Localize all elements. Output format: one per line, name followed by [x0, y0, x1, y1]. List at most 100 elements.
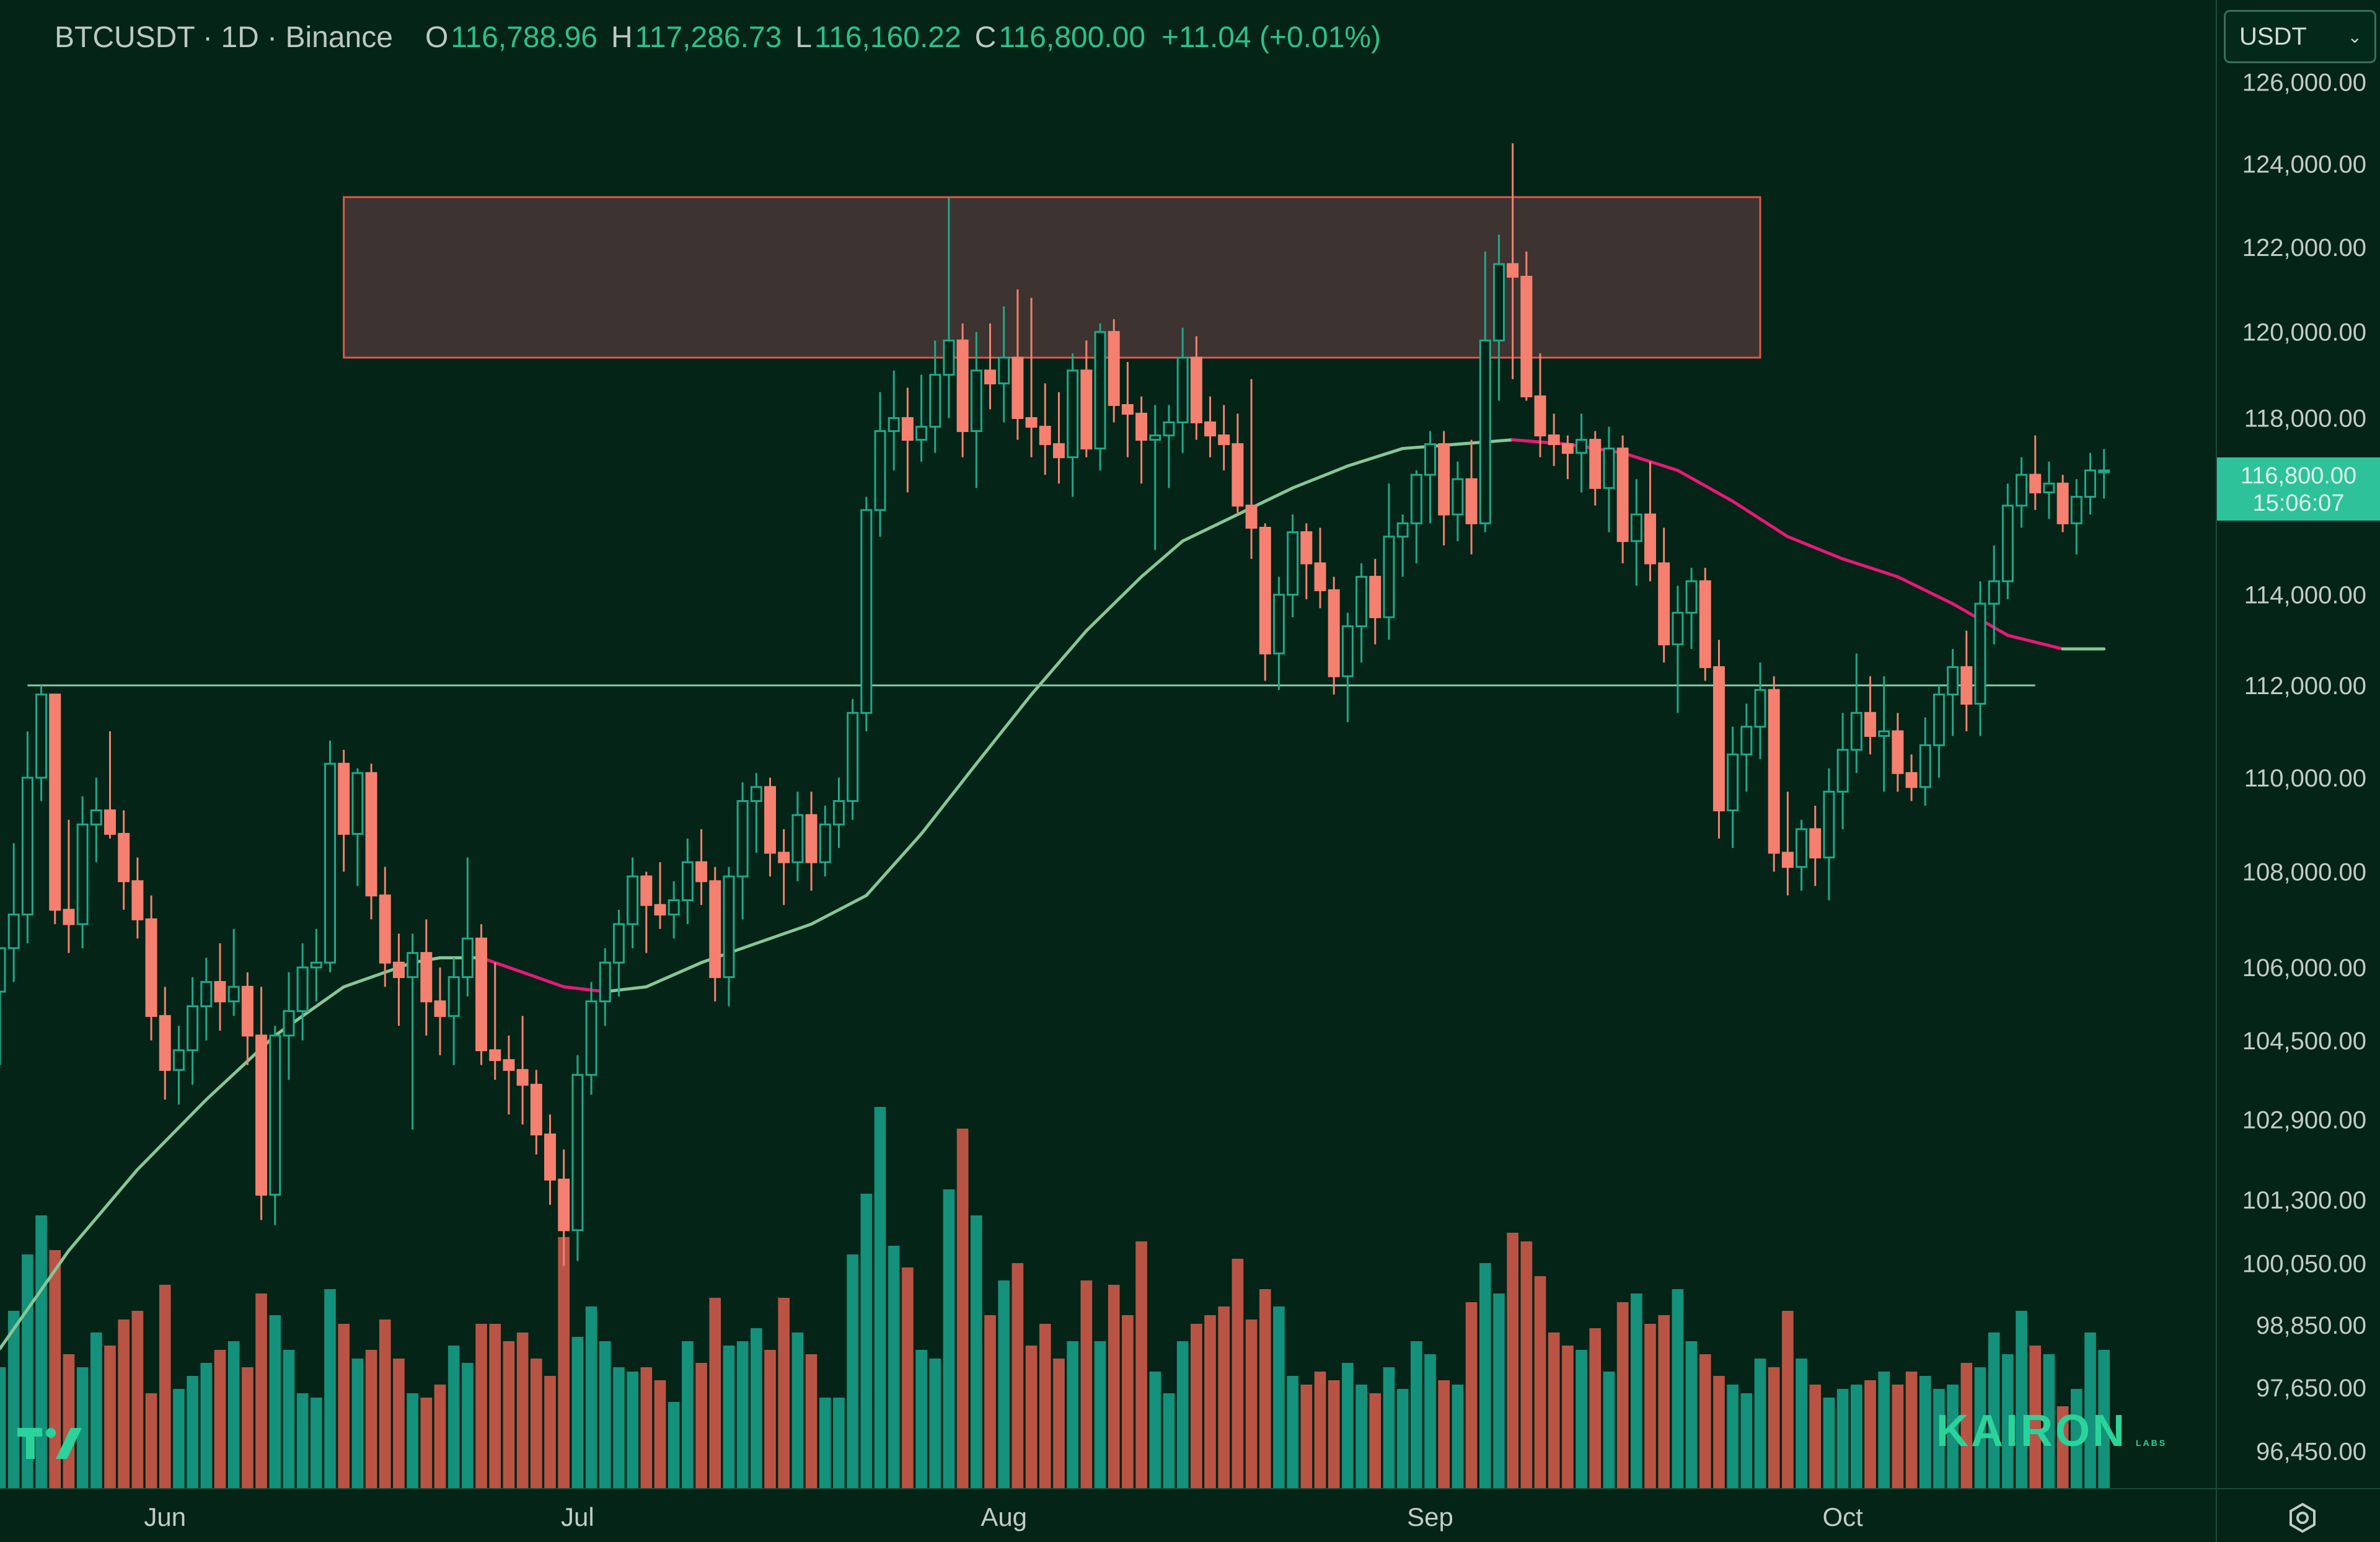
candle	[1548, 413, 1560, 466]
volume-bar	[915, 1350, 927, 1489]
volume-bar	[1149, 1372, 1161, 1489]
volume-bar	[1836, 1389, 1849, 1489]
volume-bar	[1025, 1346, 1038, 1489]
volume-bar	[1589, 1328, 1602, 1489]
volume-bar	[709, 1298, 721, 1489]
open-label: O	[425, 20, 449, 54]
candle	[998, 306, 1010, 423]
candle	[1836, 713, 1849, 829]
candle	[2070, 479, 2082, 555]
volume-bar	[627, 1372, 638, 1489]
volume-bar	[682, 1341, 694, 1489]
candle	[1781, 791, 1794, 896]
candle	[1424, 431, 1436, 524]
y-axis-label: 98,850.00	[2256, 1312, 2366, 1339]
volume-bar	[1796, 1359, 1807, 1489]
candle	[1259, 523, 1271, 681]
candle	[1809, 805, 1822, 886]
volume-bar	[1300, 1385, 1313, 1489]
candle	[338, 749, 350, 872]
x-axis-label: Jul	[561, 1502, 594, 1531]
candle	[819, 805, 831, 877]
candle	[1287, 514, 1299, 617]
volume-bar	[503, 1341, 515, 1489]
x-axis-label: Oct	[1822, 1502, 1863, 1531]
moving-average-segment	[1676, 469, 1735, 503]
candle	[172, 1026, 185, 1105]
volume-bar	[1314, 1372, 1326, 1489]
candle	[668, 881, 680, 939]
volume-bar	[571, 1337, 584, 1489]
candle	[929, 340, 941, 453]
candle	[1933, 685, 1945, 778]
volume-bar	[76, 1367, 89, 1489]
volume-bar	[1576, 1350, 1587, 1489]
candle	[943, 197, 955, 418]
y-axis-label: 100,050.00	[2242, 1250, 2366, 1277]
candle	[1176, 327, 1189, 453]
candle	[1561, 435, 1574, 480]
y-axis-label: 108,000.00	[2242, 858, 2366, 886]
candle	[1094, 323, 1106, 470]
volume-bar	[173, 1389, 185, 1489]
change-value: +11.04 (+0.01%)	[1161, 20, 1382, 54]
symbol-title[interactable]: BTCUSDT · 1D · Binance	[55, 20, 393, 54]
close-value: 116,800.00	[998, 20, 1146, 54]
current-price-value: 116,800.00	[2240, 463, 2357, 489]
volume-bar	[1011, 1263, 1024, 1489]
candle	[1534, 353, 1546, 457]
moving-average-segment	[1841, 557, 1900, 579]
volume-bar	[1328, 1380, 1340, 1489]
candle	[187, 977, 199, 1085]
candle	[1974, 581, 1986, 736]
y-axis-label: 96,450.00	[2256, 1438, 2366, 1465]
volume-bar	[1218, 1306, 1230, 1489]
volume-bar	[929, 1359, 941, 1489]
candle	[640, 871, 653, 953]
volume-bar	[0, 1367, 6, 1489]
volume-bar	[407, 1393, 418, 1489]
volume-bar	[1878, 1372, 1890, 1489]
candle	[131, 857, 144, 939]
volume-bar	[640, 1367, 653, 1489]
tradingview-logo-icon[interactable]	[15, 1424, 84, 1463]
volume-bar	[1122, 1315, 1134, 1489]
candle	[76, 796, 89, 948]
candle	[1121, 361, 1134, 457]
candle	[571, 1055, 584, 1261]
candle	[1905, 754, 1918, 801]
symbol-legend[interactable]: BTCUSDT · 1D · Binance O 116,788.96 H 117,…	[55, 17, 1381, 57]
volume-bar	[956, 1129, 969, 1489]
candle	[832, 777, 845, 848]
moving-average-segment	[1786, 535, 1844, 561]
candle	[420, 919, 433, 1036]
volume-bar	[819, 1398, 831, 1489]
volume-bar	[1974, 1367, 1986, 1489]
volume-bar	[420, 1398, 433, 1489]
candle	[1328, 576, 1340, 695]
candle	[21, 731, 33, 944]
volume-bar	[1616, 1302, 1629, 1489]
volume-bar	[462, 1363, 474, 1489]
candle	[1355, 563, 1368, 663]
volume-bar	[2002, 1354, 2014, 1489]
gear-icon[interactable]	[2287, 1502, 2318, 1533]
candle	[1108, 319, 1120, 423]
volume-bar	[1699, 1354, 1711, 1489]
volume-bar	[351, 1359, 364, 1489]
candle	[1245, 379, 1258, 559]
y-axis-label: 120,000.00	[2242, 319, 2366, 346]
volume-bar	[778, 1298, 790, 1489]
volume-bar	[1672, 1289, 1684, 1489]
volume-bar	[1410, 1341, 1422, 1489]
volume-bar	[1039, 1324, 1051, 1489]
candle	[503, 1035, 515, 1115]
volume-bar	[214, 1350, 226, 1489]
volume-bar	[998, 1280, 1010, 1489]
candle	[1796, 819, 1808, 891]
volume-bar	[255, 1293, 267, 1489]
currency-select[interactable]: USDT ⌄	[2224, 10, 2376, 63]
candle	[1052, 392, 1065, 484]
volume-bar	[379, 1320, 391, 1489]
